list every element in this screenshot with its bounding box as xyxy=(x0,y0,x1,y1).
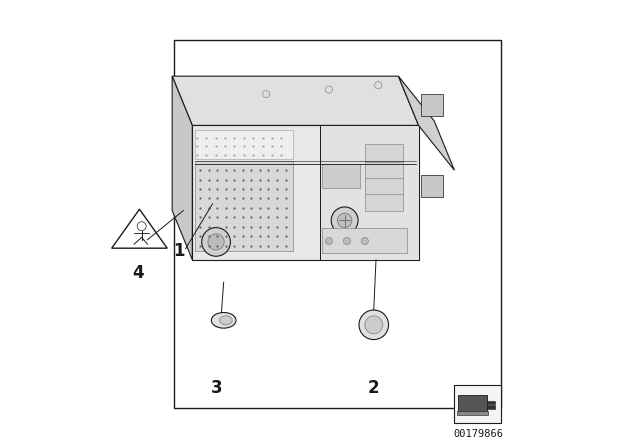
Polygon shape xyxy=(192,125,419,260)
Polygon shape xyxy=(172,76,192,260)
Circle shape xyxy=(208,234,224,250)
Text: 1: 1 xyxy=(173,242,184,260)
Bar xyxy=(365,162,403,179)
Circle shape xyxy=(262,90,270,98)
Text: 4: 4 xyxy=(132,264,145,282)
Circle shape xyxy=(332,207,358,234)
Ellipse shape xyxy=(220,316,232,325)
Bar xyxy=(320,125,419,260)
Bar xyxy=(323,164,360,188)
Bar xyxy=(454,385,502,423)
Bar xyxy=(487,401,495,404)
Circle shape xyxy=(365,316,383,334)
Bar xyxy=(195,161,293,251)
Text: 00179866: 00179866 xyxy=(453,429,503,439)
Bar xyxy=(365,194,403,211)
Bar xyxy=(487,405,495,409)
Bar xyxy=(323,228,408,253)
Polygon shape xyxy=(172,76,419,125)
Bar xyxy=(365,178,403,195)
Bar xyxy=(174,40,502,408)
Bar xyxy=(365,144,403,161)
Ellipse shape xyxy=(211,313,236,328)
Circle shape xyxy=(202,228,230,256)
Circle shape xyxy=(361,237,369,245)
Circle shape xyxy=(359,310,388,340)
Bar xyxy=(195,130,293,159)
Circle shape xyxy=(337,213,352,228)
Circle shape xyxy=(325,237,333,245)
Text: 2: 2 xyxy=(368,379,380,396)
Polygon shape xyxy=(398,76,454,170)
Bar xyxy=(421,94,444,116)
Circle shape xyxy=(374,82,382,89)
Circle shape xyxy=(343,237,351,245)
Text: 3: 3 xyxy=(211,379,223,396)
Bar xyxy=(458,395,487,412)
Circle shape xyxy=(325,86,333,93)
Bar xyxy=(457,411,488,415)
Bar xyxy=(421,175,444,197)
